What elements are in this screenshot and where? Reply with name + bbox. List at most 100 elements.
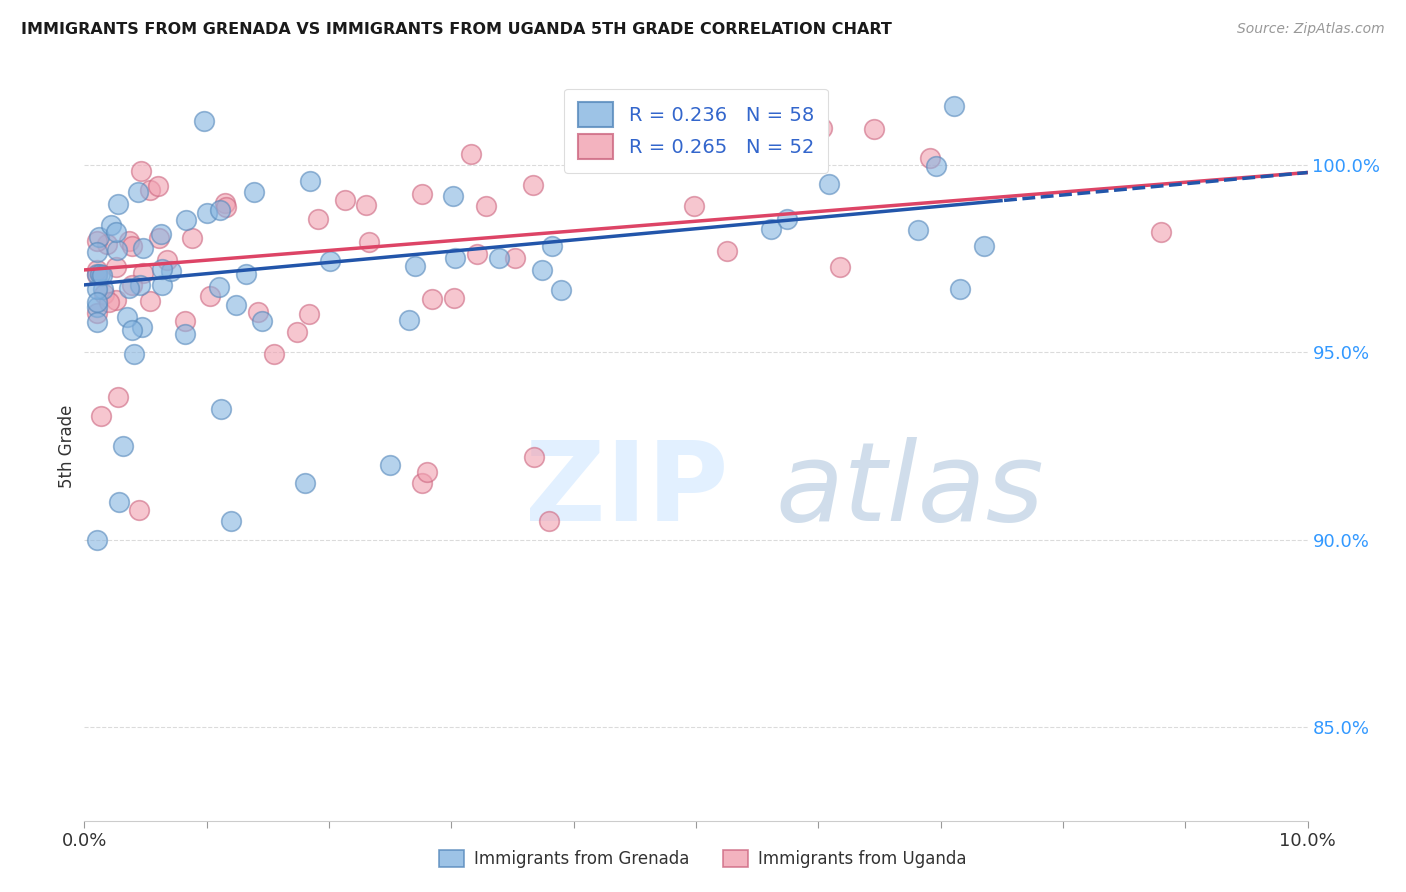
Point — [759, 221, 782, 235]
Point — [298, 174, 321, 188]
Point — [942, 99, 965, 113]
Legend: R = 0.236   N = 58, R = 0.265   N = 52: R = 0.236 N = 58, R = 0.265 N = 52 — [564, 88, 828, 172]
Point — [174, 314, 197, 328]
Point — [716, 244, 738, 259]
Point — [411, 476, 433, 491]
Point — [156, 253, 179, 268]
Point — [475, 199, 498, 213]
Point — [488, 252, 510, 266]
Point — [89, 267, 111, 281]
Point — [246, 305, 269, 319]
Point — [404, 259, 426, 273]
Legend: Immigrants from Grenada, Immigrants from Uganda: Immigrants from Grenada, Immigrants from… — [433, 843, 973, 875]
Point — [465, 247, 488, 261]
Point — [132, 241, 155, 255]
Point — [263, 347, 285, 361]
Point — [920, 151, 942, 165]
Point — [294, 476, 316, 491]
Point — [208, 280, 231, 294]
Point — [907, 223, 929, 237]
Point — [613, 110, 636, 124]
Point — [503, 251, 526, 265]
Point — [115, 310, 138, 325]
Point — [818, 177, 841, 191]
Point — [91, 282, 114, 296]
Point — [160, 264, 183, 278]
Point — [925, 159, 948, 173]
Point — [148, 231, 170, 245]
Point — [86, 295, 108, 310]
Point — [285, 326, 308, 340]
Point — [214, 196, 236, 211]
Point — [441, 188, 464, 202]
Point — [139, 183, 162, 197]
Point — [828, 260, 851, 274]
Point — [105, 243, 128, 257]
Point — [86, 300, 108, 314]
Point — [398, 313, 420, 327]
Point — [180, 231, 202, 245]
Point — [531, 263, 554, 277]
Point — [356, 198, 378, 212]
Point — [121, 278, 143, 293]
Point — [149, 227, 172, 242]
Point — [174, 213, 197, 227]
Point — [146, 179, 169, 194]
Point — [174, 327, 197, 342]
Point — [118, 281, 141, 295]
Point — [111, 439, 134, 453]
Point — [307, 212, 329, 227]
Y-axis label: 5th Grade: 5th Grade — [58, 404, 76, 488]
Point — [416, 465, 439, 479]
Point — [1150, 226, 1173, 240]
Point — [86, 268, 108, 282]
Point — [104, 260, 127, 275]
Point — [86, 315, 108, 329]
Point — [86, 306, 108, 320]
Point — [139, 293, 162, 308]
Point — [949, 282, 972, 296]
Point — [235, 268, 257, 282]
Point — [219, 514, 242, 528]
Point — [150, 262, 173, 277]
Point — [811, 120, 834, 135]
Point — [129, 164, 152, 178]
Point — [104, 225, 127, 239]
Point — [104, 293, 127, 307]
Point — [96, 237, 118, 252]
Point — [522, 178, 544, 193]
Point — [195, 206, 218, 220]
Point — [211, 401, 233, 416]
Point — [460, 146, 482, 161]
Point — [86, 267, 108, 281]
Point — [91, 268, 114, 283]
Text: IMMIGRANTS FROM GRENADA VS IMMIGRANTS FROM UGANDA 5TH GRADE CORRELATION CHART: IMMIGRANTS FROM GRENADA VS IMMIGRANTS FR… — [21, 22, 891, 37]
Point — [242, 185, 264, 199]
Point — [550, 283, 572, 297]
Point — [150, 278, 173, 293]
Point — [541, 239, 564, 253]
Point — [128, 277, 150, 292]
Point — [443, 291, 465, 305]
Point — [93, 286, 115, 301]
Point — [86, 263, 108, 277]
Point — [209, 202, 232, 217]
Point — [107, 196, 129, 211]
Point — [225, 297, 247, 311]
Point — [523, 450, 546, 465]
Point — [444, 251, 467, 265]
Point — [127, 186, 149, 200]
Point — [98, 295, 121, 310]
Point — [118, 234, 141, 248]
Point — [333, 193, 356, 207]
Point — [107, 390, 129, 404]
Point — [131, 319, 153, 334]
Point — [131, 266, 153, 280]
Point — [250, 313, 273, 327]
Point — [863, 122, 886, 136]
Point — [973, 239, 995, 253]
Point — [124, 347, 146, 361]
Text: atlas: atlas — [776, 437, 1045, 544]
Point — [86, 234, 108, 248]
Point — [107, 495, 129, 509]
